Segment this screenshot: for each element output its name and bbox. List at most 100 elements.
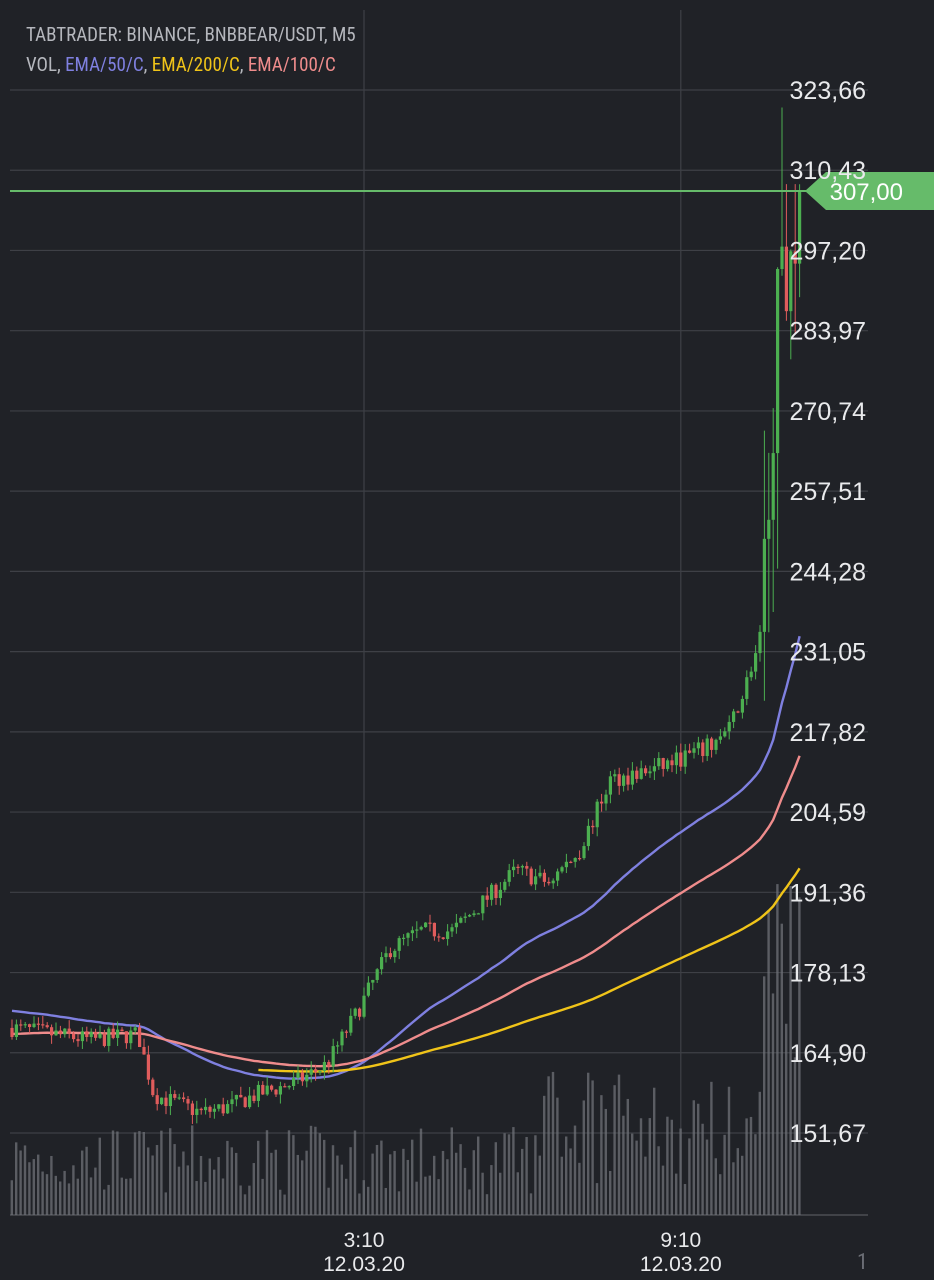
candle-body	[459, 917, 463, 923]
candle-body	[538, 872, 542, 877]
candle-body	[727, 721, 731, 732]
candle-body	[485, 895, 489, 900]
candle-body	[371, 979, 375, 983]
volume-bar	[318, 1133, 321, 1215]
volume-bar	[543, 1095, 546, 1215]
candle-body	[248, 1095, 252, 1108]
candle-body	[714, 739, 718, 750]
candle-body	[701, 742, 705, 757]
volume-bar	[551, 1071, 555, 1215]
volume-bar	[675, 1173, 678, 1215]
y-tick-label: 204,59	[790, 799, 866, 827]
candle-body	[454, 922, 458, 928]
candle-body	[600, 801, 604, 804]
candle-body	[322, 1062, 326, 1071]
volume-bar	[345, 1178, 348, 1215]
volume-bar	[512, 1127, 515, 1215]
volume-bar	[389, 1154, 392, 1215]
candle-body	[503, 881, 507, 890]
volume-bar	[164, 1192, 167, 1215]
candle-body	[542, 872, 546, 882]
candle-body	[204, 1106, 208, 1111]
candle-body	[397, 938, 401, 951]
candlesticks	[10, 107, 802, 1124]
volume-bar	[494, 1142, 497, 1215]
candle-body	[116, 1029, 120, 1038]
volume-bar	[340, 1164, 343, 1215]
volume-bar	[72, 1165, 75, 1215]
candle-body	[534, 876, 538, 885]
candle-body	[45, 1025, 49, 1028]
candle-body	[415, 929, 419, 931]
legend-ema200[interactable]: EMA/200/C	[151, 53, 240, 76]
volume-bar	[54, 1175, 57, 1215]
candle-body	[331, 1046, 335, 1067]
volume-bar	[481, 1172, 484, 1215]
candle-body	[441, 937, 445, 939]
volume-bar	[719, 1174, 722, 1215]
volume-bar	[556, 1097, 559, 1215]
candle-body	[160, 1097, 164, 1105]
candle-body	[212, 1108, 216, 1112]
candle-body	[230, 1099, 234, 1105]
legend-ema100[interactable]: EMA/100/C	[247, 53, 336, 76]
volume-bar	[235, 1152, 238, 1215]
legend-vol[interactable]: VOL	[26, 53, 57, 76]
candle-body	[340, 1031, 344, 1046]
legend-ema50[interactable]: EMA/50/C	[65, 53, 144, 76]
volume-bar	[560, 1156, 563, 1215]
volume-bar	[758, 1091, 761, 1215]
volume-bar	[331, 1145, 335, 1215]
candle-body	[679, 752, 683, 767]
candle-body	[723, 731, 727, 737]
volume-bar	[798, 897, 801, 1215]
volume-bar	[160, 1130, 163, 1215]
volume-bar	[591, 1080, 594, 1215]
candle-body	[736, 711, 740, 713]
volume-bar	[217, 1157, 220, 1215]
y-tick-label: 217,82	[790, 719, 866, 747]
volume-bar	[305, 1150, 308, 1215]
y-tick-label: 244,28	[790, 558, 866, 586]
volume-bar	[116, 1131, 119, 1215]
volume-bar	[230, 1147, 233, 1215]
candle-body	[199, 1108, 203, 1111]
volume-bar	[639, 1118, 643, 1215]
x-tick-time: 9:10	[660, 1229, 701, 1252]
volume-bar	[397, 1191, 401, 1215]
volume-bar	[402, 1148, 405, 1215]
volume-bar	[701, 1123, 704, 1215]
volume-bar	[648, 1118, 651, 1215]
volume-bar	[793, 1057, 797, 1215]
volume-bar	[252, 1163, 255, 1215]
candle-body	[208, 1106, 212, 1112]
candle-body	[578, 858, 582, 860]
candle-body	[72, 1033, 76, 1040]
volume-bar	[81, 1150, 84, 1215]
ema-lines	[11, 635, 801, 1080]
volume-bar	[204, 1181, 207, 1215]
volume-bar	[15, 1142, 18, 1215]
candle-body	[124, 1031, 128, 1044]
y-tick-label: 270,74	[790, 398, 867, 426]
candle-body	[80, 1031, 84, 1042]
candle-body	[490, 884, 494, 900]
candle-body	[648, 771, 652, 774]
candle-body	[591, 825, 595, 828]
candle-body	[89, 1031, 93, 1037]
candle-body	[516, 866, 520, 868]
y-axis-labels: 323,66 310,43 297,20 283,97 270,74 257,51 244,…	[790, 77, 867, 1148]
volume-bar	[578, 1162, 581, 1215]
volume-bar	[59, 1181, 62, 1215]
candle-body	[507, 870, 511, 882]
volume-bar	[120, 1177, 123, 1215]
candle-body	[344, 1031, 348, 1033]
volume-bar	[155, 1145, 159, 1215]
volume-bar	[613, 1085, 616, 1215]
volume-bar	[182, 1151, 185, 1215]
x-tick-date: 12.03.20	[640, 1253, 722, 1276]
volume-bar	[749, 1116, 753, 1215]
volume-bar	[763, 976, 766, 1215]
